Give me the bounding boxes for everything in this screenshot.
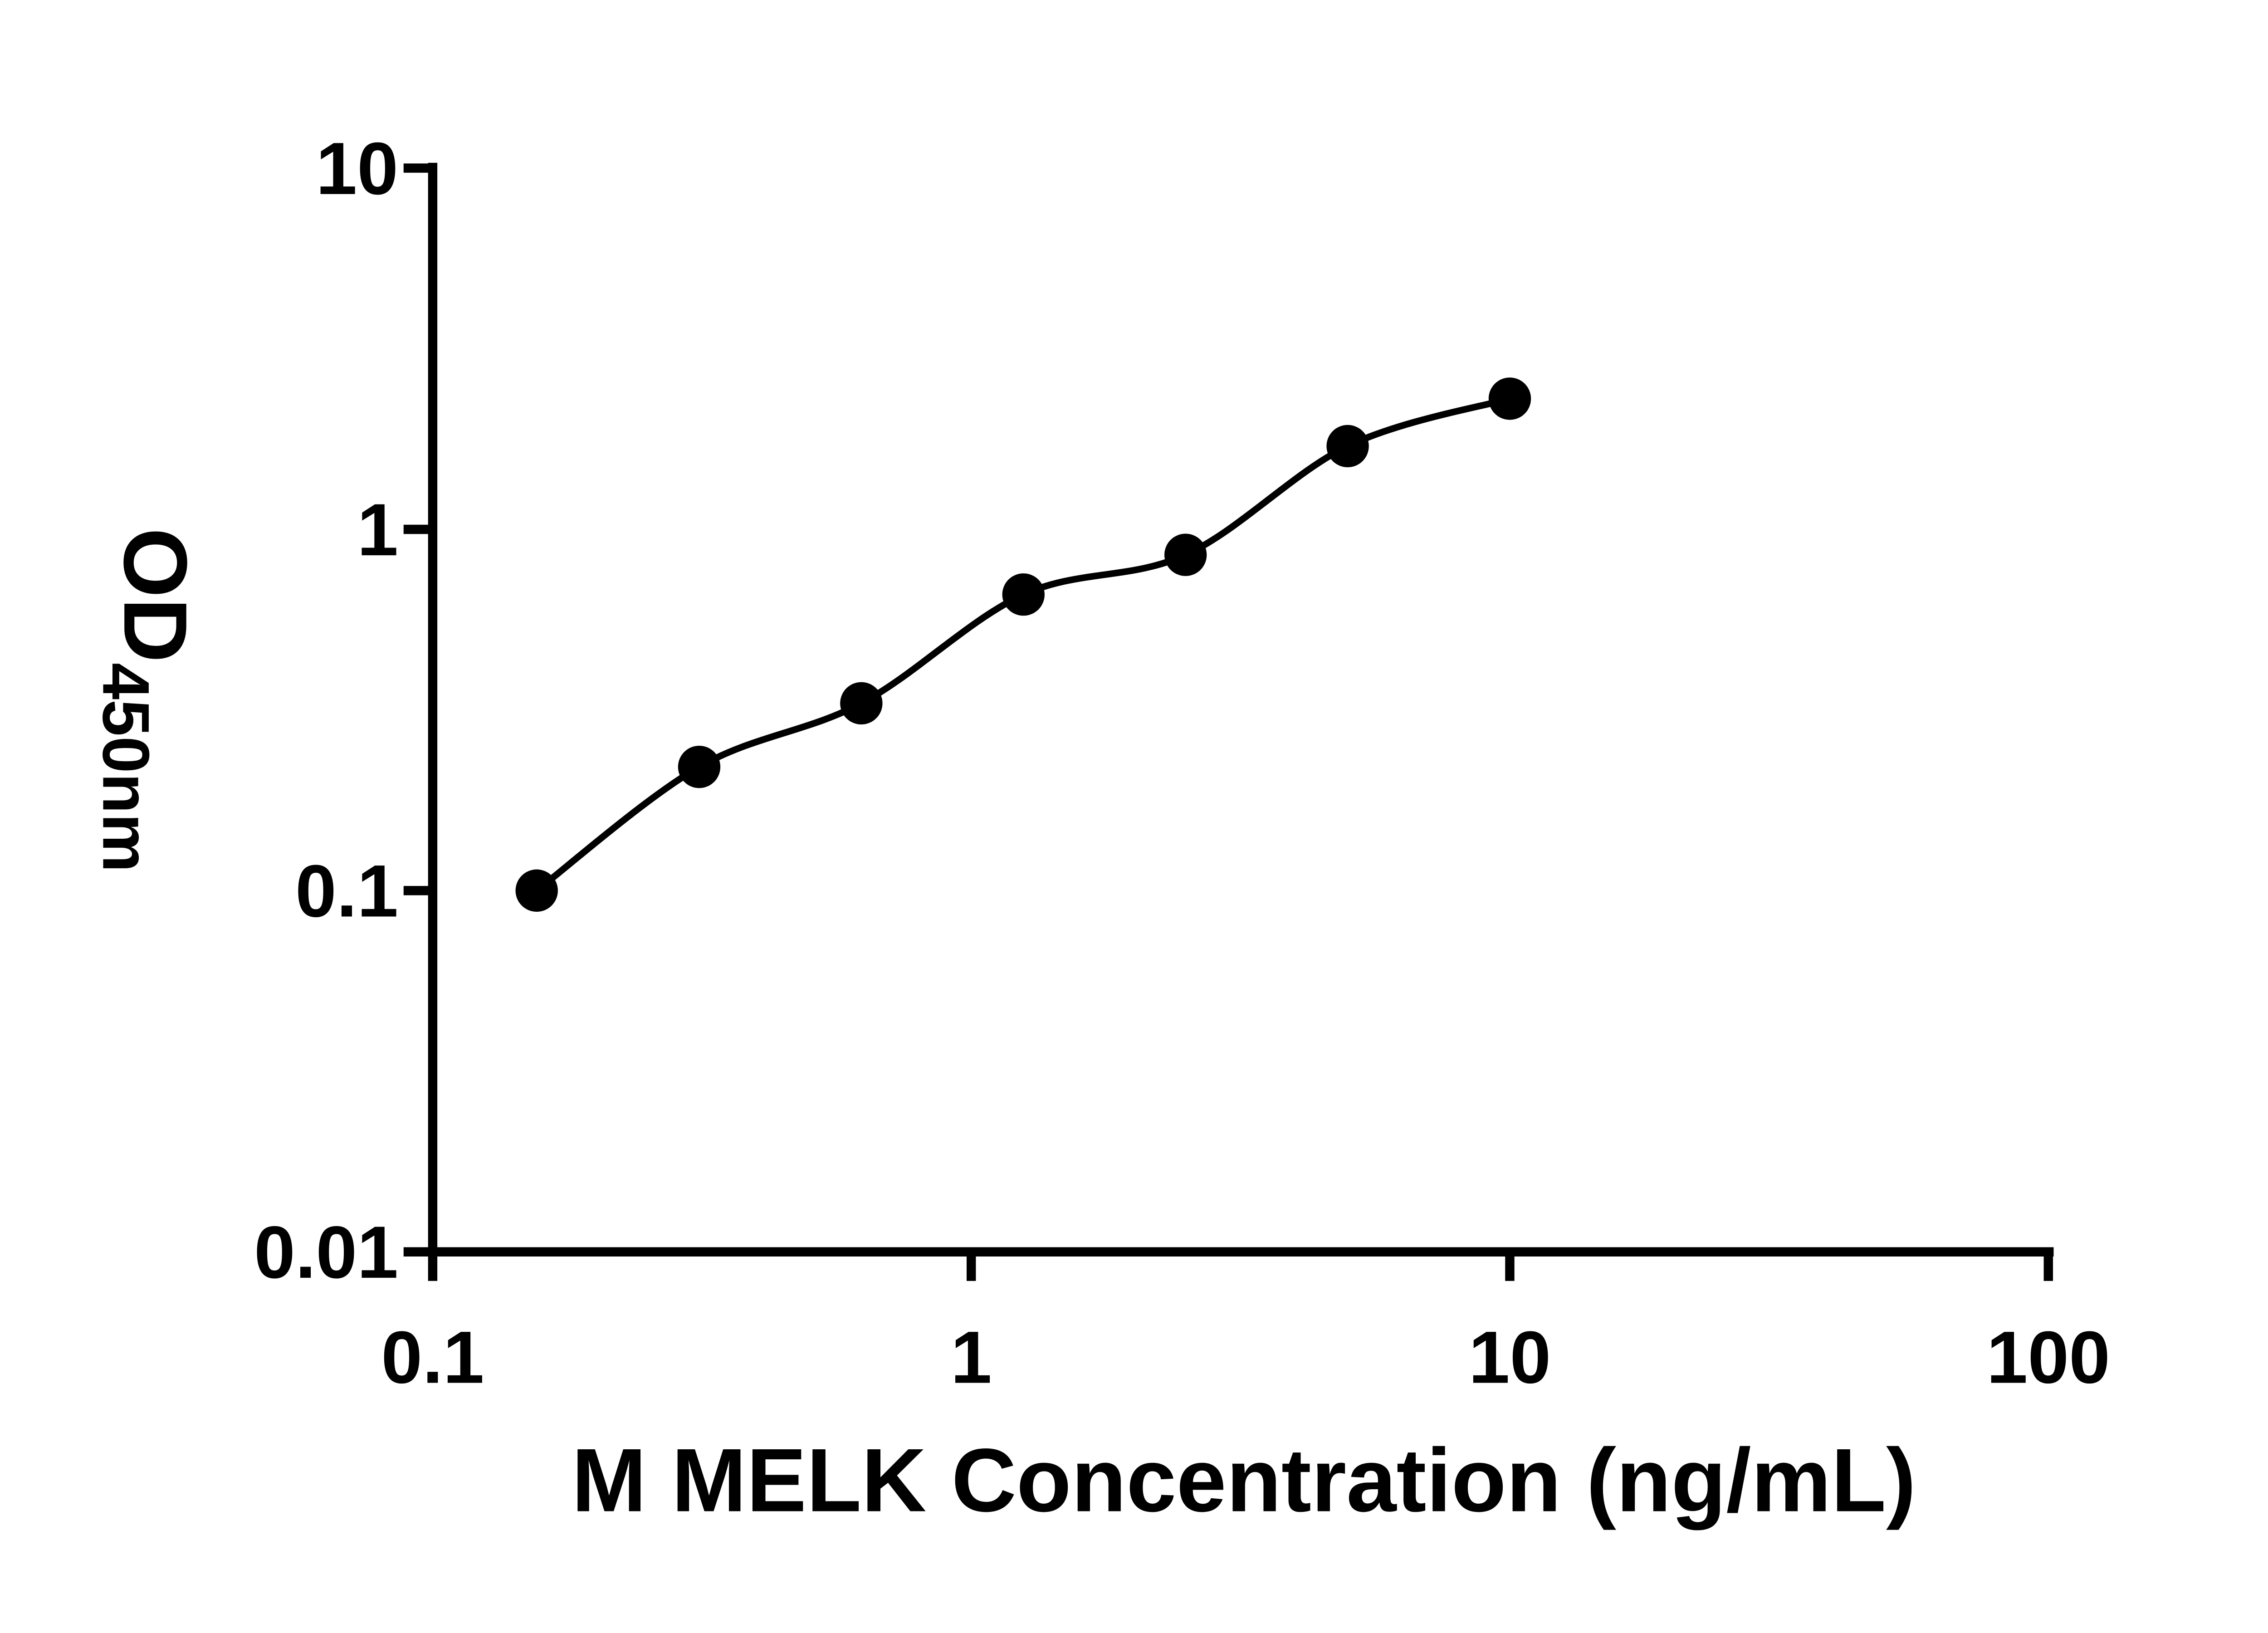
y-tick-label: 0.1 [295, 850, 398, 933]
x-tick-label: 10 [1469, 1316, 1551, 1399]
x-tick-label: 1 [951, 1316, 992, 1399]
data-point [1488, 377, 1531, 420]
fit-curve [534, 395, 1511, 894]
axes [428, 162, 2054, 1257]
data-point [515, 869, 558, 912]
x-axis-title: M MELK Concentration (ng/mL) [572, 1430, 1916, 1531]
data-point [1326, 425, 1369, 468]
y-axis-title-subscript: 450nm [89, 663, 163, 872]
x-tick-label: 0.1 [381, 1316, 484, 1399]
y-axis-title: OD450nm [89, 528, 206, 872]
y-tick-label: 10 [316, 127, 398, 210]
y-axis-title-main: OD [105, 528, 205, 663]
y-tick-label: 1 [357, 488, 398, 571]
y-tick-label: 0.01 [254, 1211, 398, 1294]
data-point [1002, 573, 1045, 616]
data-point [840, 682, 883, 725]
x-tick-label: 100 [1986, 1316, 2110, 1399]
data-point [1164, 533, 1207, 576]
plot-area: 0.1 1 10 100 0.01 0.1 1 10 [254, 127, 2110, 1399]
data-point [678, 745, 721, 788]
